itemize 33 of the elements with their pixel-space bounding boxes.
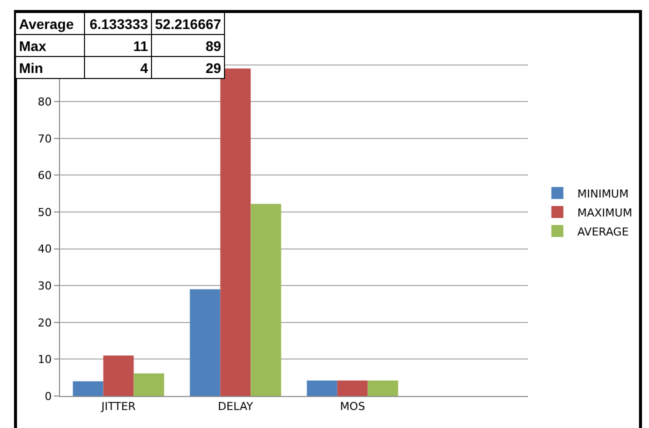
annotation: 4 xyxy=(84,56,152,78)
x-tick-label: JITTER xyxy=(100,400,136,414)
text: Min xyxy=(16,56,84,78)
y-tick-label: 10 xyxy=(38,353,52,366)
y-tick-label: 60 xyxy=(38,169,52,182)
annotation: 52.216667 xyxy=(152,12,225,34)
text: Max xyxy=(16,34,84,56)
y-tick-label: 40 xyxy=(38,242,52,256)
bar xyxy=(103,356,134,396)
bar xyxy=(190,289,220,396)
bar xyxy=(337,380,368,396)
bar xyxy=(72,381,104,396)
bar xyxy=(306,380,338,396)
y-tick-label: 20 xyxy=(38,316,52,330)
bar xyxy=(368,380,398,396)
annotation: 11 xyxy=(84,34,152,56)
y-tick-label: 50 xyxy=(38,206,52,219)
bar xyxy=(134,373,164,396)
bar xyxy=(220,68,251,396)
annotation: 29 xyxy=(152,56,225,78)
y-tick-label: 70 xyxy=(38,132,52,146)
y-tick-label: 0 xyxy=(44,390,52,403)
annotation: Average xyxy=(16,12,84,34)
x-tick-label: MOS xyxy=(340,400,366,414)
y-tick-label: 80 xyxy=(38,95,52,108)
bar xyxy=(250,204,282,396)
annotation: 6.133333 xyxy=(84,12,152,34)
x-tick-label: DELAY xyxy=(218,400,254,414)
legend-label: MINIMUM xyxy=(577,187,629,200)
legend-label: MAXIMUM xyxy=(577,206,632,220)
legend-label: AVERAGE xyxy=(577,225,629,238)
annotation: 89 xyxy=(152,34,225,56)
y-tick-label: 30 xyxy=(38,279,52,292)
